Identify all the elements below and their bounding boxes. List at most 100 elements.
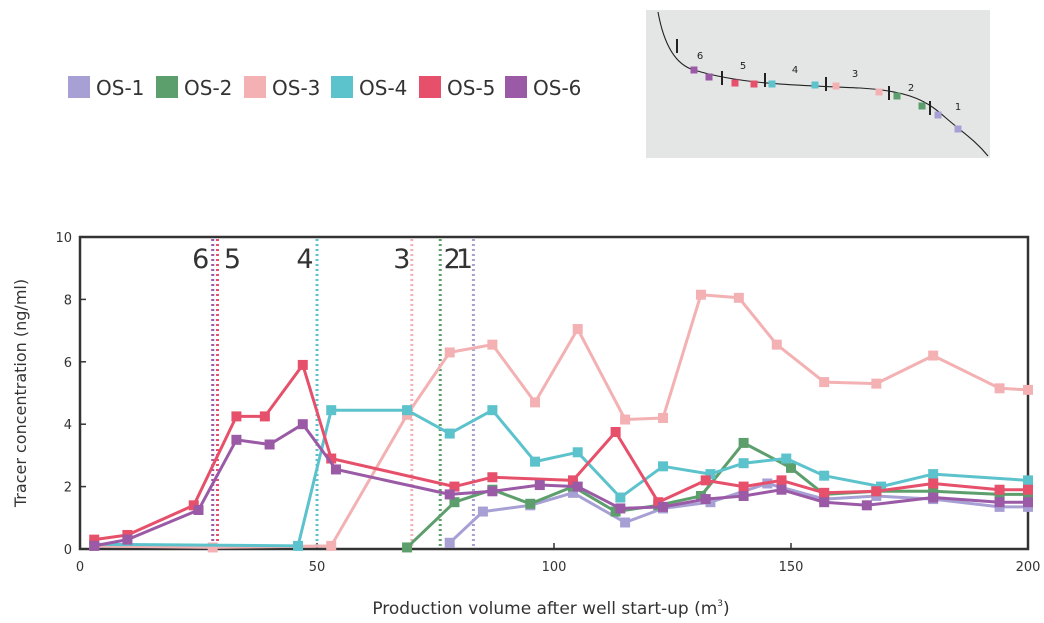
- data-point-os-4: [738, 458, 749, 469]
- inset-marker: [768, 80, 776, 88]
- inset-marker: [954, 125, 962, 133]
- data-point-os-1: [444, 537, 455, 548]
- data-point-os-6: [1023, 497, 1033, 508]
- data-point-os-5: [449, 481, 460, 492]
- data-point-os-4: [928, 469, 939, 480]
- data-point-os-5: [567, 475, 578, 486]
- data-point-os-5: [231, 411, 242, 422]
- data-point-os-2: [449, 497, 460, 508]
- data-point-os-5: [776, 475, 787, 486]
- y-tick-label: 2: [64, 481, 72, 496]
- data-point-os-3: [658, 412, 669, 423]
- series-line-os-3: [94, 293, 1029, 549]
- y-tick-label: 10: [55, 231, 72, 246]
- data-point-os-4: [293, 540, 304, 551]
- data-point-os-5: [1023, 484, 1033, 495]
- data-point-os-6: [861, 500, 872, 511]
- data-point-os-4: [487, 405, 498, 416]
- series-group: [89, 289, 1033, 553]
- data-point-os-1: [477, 506, 488, 517]
- data-point-os-6: [819, 497, 830, 508]
- data-point-os-3: [733, 292, 744, 303]
- data-point-os-4: [530, 456, 541, 467]
- data-point-os-5: [994, 484, 1005, 495]
- legend-label-os-2: OS-2: [184, 76, 232, 100]
- data-point-os-3: [487, 339, 498, 350]
- data-point-os-3: [928, 350, 939, 361]
- data-point-os-5: [487, 472, 498, 483]
- well-diagram-inset: 6 5 4 3 2 1: [646, 10, 990, 158]
- data-point-os-2: [525, 498, 536, 509]
- legend-swatch-os-4: [331, 76, 353, 98]
- data-point-os-5: [738, 481, 749, 492]
- data-point-os-4: [402, 405, 413, 416]
- y-tick-label: 0: [64, 543, 72, 558]
- data-point-os-5: [819, 487, 830, 498]
- x-tick-label: 200: [1016, 560, 1041, 575]
- well-path: [657, 11, 989, 157]
- data-point-os-6: [193, 505, 204, 515]
- data-point-os-1: [567, 487, 578, 498]
- inset-zone-label-6: 6: [697, 51, 703, 62]
- data-point-os-6: [658, 501, 669, 512]
- legend-label-os-4: OS-4: [359, 76, 407, 100]
- data-point-os-4: [444, 428, 455, 439]
- legend: OS-1 OS-2 OS-3 OS-4 OS-5 OS-6: [68, 76, 581, 100]
- data-point-os-3: [207, 542, 218, 553]
- data-point-os-5: [326, 453, 337, 464]
- data-point-os-6: [776, 484, 787, 495]
- inset-zone-label-1: 1: [955, 102, 961, 113]
- data-point-os-2: [402, 542, 413, 553]
- x-tick-label: 150: [779, 560, 804, 575]
- legend-label-os-3: OS-3: [272, 76, 320, 100]
- data-point-os-4: [819, 470, 830, 481]
- data-point-os-3: [871, 378, 882, 389]
- legend-label-os-1: OS-1: [96, 76, 144, 100]
- breakthrough-label-6: 6: [192, 244, 209, 275]
- data-point-os-2: [786, 462, 796, 473]
- legend-swatch-os-1: [68, 76, 90, 98]
- legend-swatch-os-2: [156, 76, 178, 98]
- data-point-os-4: [705, 469, 716, 480]
- data-point-os-6: [615, 503, 626, 514]
- data-point-os-3: [819, 377, 830, 388]
- legend-swatch-os-5: [419, 76, 441, 98]
- data-point-os-5: [259, 411, 270, 422]
- breakthrough-label-2: 2: [444, 244, 461, 275]
- data-point-os-6: [487, 486, 498, 497]
- data-point-os-6: [297, 419, 308, 430]
- data-point-os-4: [1023, 475, 1033, 486]
- data-point-os-5: [89, 534, 100, 545]
- data-point-os-4: [572, 447, 583, 458]
- inset-marker: [832, 82, 840, 90]
- inset-marker: [934, 111, 942, 119]
- series-line-os-4: [94, 408, 1029, 548]
- data-point-os-4: [658, 461, 669, 472]
- y-tick-label: 4: [64, 418, 72, 433]
- axes: 0 50 100 150 200 0 2 4 6 8 10: [55, 231, 1040, 575]
- legend-label-os-6: OS-6: [533, 76, 581, 100]
- inset-marker: [705, 73, 713, 81]
- breakthrough-label-1: 1: [456, 244, 473, 275]
- legend-swatch-os-6: [505, 76, 527, 98]
- data-point-os-3: [444, 347, 455, 358]
- data-point-os-6: [89, 540, 100, 551]
- data-point-os-3: [1023, 384, 1033, 395]
- data-point-os-5: [297, 359, 308, 370]
- data-point-os-4: [615, 492, 626, 503]
- data-point-os-3: [620, 414, 631, 425]
- inset-zone-label-4: 4: [792, 65, 798, 76]
- data-point-os-6: [738, 490, 749, 501]
- y-tick-label: 8: [64, 293, 72, 308]
- data-point-os-6: [264, 439, 275, 450]
- data-point-os-6: [444, 489, 455, 500]
- breakthrough-label-3: 3: [393, 244, 410, 275]
- data-point-os-6: [122, 534, 133, 545]
- inset-zone-label-3: 3: [852, 69, 858, 80]
- data-point-os-6: [994, 497, 1005, 508]
- data-point-os-6: [572, 481, 583, 492]
- inset-marker: [893, 92, 901, 100]
- inset-marker: [690, 66, 698, 74]
- data-point-os-2: [928, 486, 939, 497]
